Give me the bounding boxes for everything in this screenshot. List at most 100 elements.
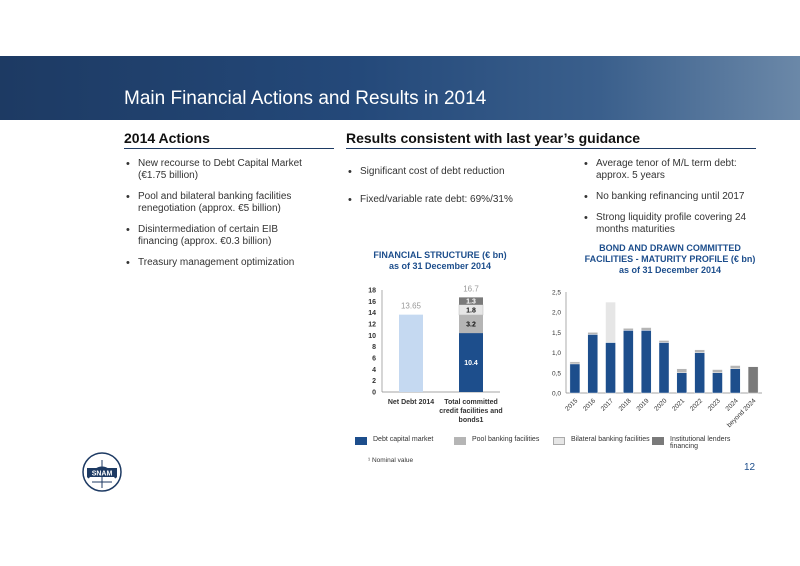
page-number: 12 [744, 462, 756, 473]
legend-item: Institutional lenders financing [652, 436, 752, 450]
legend-swatch [652, 437, 664, 445]
y-tick-label: 2,5 [552, 290, 561, 297]
page-title: Main Financial Actions and Results in 20… [124, 88, 487, 109]
bar-segment [676, 368, 688, 374]
legend-swatch [355, 437, 367, 445]
bar-segment [730, 365, 741, 369]
y-tick-label: 1,5 [552, 330, 561, 337]
y-tick-label: 2,0 [552, 310, 561, 317]
legend-label: Debt capital market [373, 436, 434, 443]
bar-segment [623, 330, 634, 394]
y-tick-label: 10 [368, 333, 376, 340]
legend-swatch [553, 437, 565, 445]
snam-logo: SNAM [82, 452, 122, 492]
y-tick-label: 2 [372, 378, 376, 385]
x-tick-label: 2017 [600, 397, 615, 412]
list-item: Average tenor of M/L term debt: approx. … [582, 158, 762, 182]
chart2-title: BOND AND DRAWN COMMITTED FACILITIES - MA… [570, 243, 770, 276]
x-tick-label: 2021 [671, 397, 686, 412]
chart2-title-line: as of 31 December 2014 [618, 265, 722, 275]
legend-item: Debt capital market [355, 436, 455, 445]
y-tick-label: 12 [368, 322, 376, 329]
bar-segment [747, 366, 759, 394]
data-label: 1.8 [466, 307, 476, 314]
results-list-right: Average tenor of M/L term debt: approx. … [582, 158, 762, 245]
list-item: Disintermediation of certain EIB financi… [124, 224, 304, 248]
y-tick-label: 16 [368, 299, 376, 306]
bar-segment [569, 363, 581, 394]
chart1-title-line: FINANCIAL STRUCTURE (€ bn) [373, 250, 507, 260]
bar-segment [605, 342, 616, 394]
legend-item: Bilateral banking facilities [553, 436, 653, 445]
x-tick-label: 2015 [564, 397, 579, 412]
legend-label: Pool banking facilities [472, 436, 540, 443]
bar-segment [569, 361, 581, 365]
chart1-title: FINANCIAL STRUCTURE (€ bn) as of 31 Dece… [355, 250, 525, 272]
actions-divider [124, 148, 334, 149]
x-tick-label: 2024 [725, 397, 740, 412]
bar-segment [605, 301, 616, 343]
y-tick-label: 18 [368, 288, 376, 295]
x-tick-label: bonds1 [459, 417, 484, 424]
list-item: Fixed/variable rate debt: 69%/31% [346, 194, 546, 206]
chart2-title-line: BOND AND DRAWN COMMITTED [599, 243, 741, 253]
data-label: 10.4 [464, 360, 478, 367]
title-banner [0, 56, 800, 120]
legend-label: Bilateral banking facilities [571, 436, 650, 443]
y-tick-label: 4 [372, 367, 376, 374]
legend-item: Pool banking facilities [454, 436, 554, 445]
list-item: Strong liquidity profile covering 24 mon… [582, 212, 762, 236]
legend-label: Institutional lenders financing [670, 436, 731, 450]
data-label: 13.65 [401, 302, 422, 311]
bar-segment [459, 333, 483, 392]
bar-segment [459, 297, 483, 305]
bar-segment [730, 368, 741, 394]
y-tick-label: 8 [372, 344, 376, 351]
list-item: New recourse to Debt Capital Market (€1.… [124, 158, 304, 182]
bar-segment [694, 349, 705, 353]
bar-segment [587, 332, 598, 335]
bar-segment [694, 352, 705, 394]
list-item: Treasury management optimization [124, 257, 304, 269]
x-tick-label: 2019 [635, 397, 650, 412]
chart1-title-line: as of 31 December 2014 [388, 261, 492, 271]
list-item: Pool and bilateral banking facilities re… [124, 191, 304, 215]
bar-segment [640, 327, 652, 331]
actions-list: New recourse to Debt Capital Market (€1.… [124, 158, 304, 278]
bar-net-debt [399, 314, 423, 392]
bar-segment [658, 342, 670, 394]
x-tick-label: 2020 [653, 397, 668, 412]
y-tick-label: 1,0 [552, 350, 561, 357]
y-tick-label: 6 [372, 356, 376, 363]
results-heading: Results consistent with last year’s guid… [346, 130, 641, 146]
bar-segment [676, 372, 688, 394]
x-tick-label: credit facilities and [439, 408, 502, 415]
list-item: Significant cost of debt reduction [346, 166, 546, 178]
y-tick-label: 0 [372, 390, 376, 397]
y-tick-label: 14 [368, 310, 376, 317]
logo-text: SNAM [92, 471, 113, 478]
results-divider [346, 148, 756, 149]
bar-segment [712, 372, 723, 394]
x-tick-label: 2023 [707, 397, 722, 412]
bar-segment [658, 340, 670, 343]
footnote: ¹ Nominal value [368, 457, 414, 464]
bar-segment [623, 328, 634, 331]
legend-swatch [454, 437, 466, 445]
data-label: 3.2 [466, 322, 476, 329]
x-tick-label: 2022 [689, 397, 704, 412]
bar-segment [712, 369, 723, 373]
x-tick-label: Net Debt 2014 [388, 399, 434, 406]
list-item: No banking refinancing until 2017 [582, 191, 762, 203]
bar-segment [587, 334, 598, 394]
data-label: 1.3 [466, 299, 476, 306]
results-list-mid: Significant cost of debt reduction Fixed… [346, 166, 546, 215]
chart2-title-line: FACILITIES - MATURITY PROFILE (€ bn) [584, 254, 756, 264]
x-tick-label: Total committed [444, 399, 498, 406]
bar-segment [640, 330, 652, 394]
y-tick-label: 0,0 [552, 391, 561, 398]
bar-segment [459, 314, 483, 334]
y-tick-label: 0,5 [552, 370, 561, 377]
